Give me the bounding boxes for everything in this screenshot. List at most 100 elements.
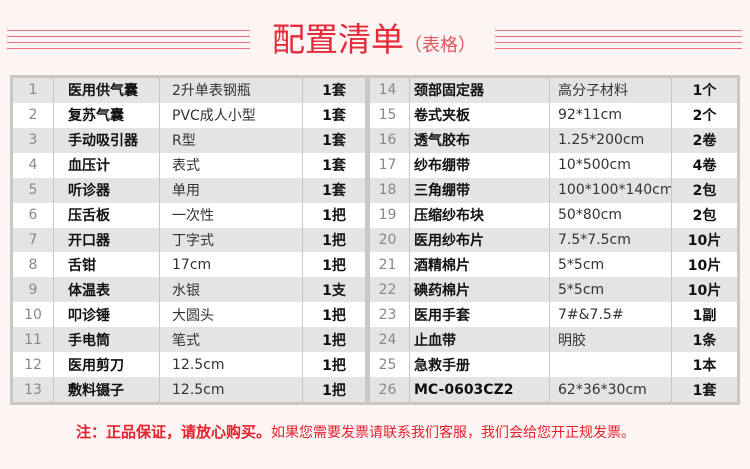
item-number: 16 <box>370 127 410 153</box>
item-name: 医用纱布片 <box>410 227 550 253</box>
item-spec: 大圆头 <box>160 302 303 328</box>
item-qty: 2卷 <box>692 133 717 150</box>
item-spec: 单用 <box>160 177 303 203</box>
item-qty: 1把 <box>322 307 346 324</box>
item-number: 4 <box>13 152 54 178</box>
item-number: 1 <box>13 78 54 103</box>
table-row: 4 血压计 表式 1套 <box>13 152 365 178</box>
table-right-half: 14 颈部固定器 高分子材料 1个 15 卷式夹板 92*11cm 2个 16 透气胶布 1.25*… <box>370 78 737 402</box>
table-row: 26 MC-0603CZ2 62*36*30cm 1套 <box>370 377 737 402</box>
item-spec: 12.5cm <box>160 377 303 402</box>
item-qty: 1套 <box>322 108 346 125</box>
table-row: 20 医用纱布片 7.5*7.5cm 10片 <box>370 227 737 253</box>
item-number: 13 <box>13 377 54 402</box>
item-name: 颈部固定器 <box>410 78 550 103</box>
item-number: 11 <box>13 327 54 353</box>
item-spec: 12.5cm <box>160 352 303 378</box>
item-number: 21 <box>370 252 410 278</box>
table-row: 6 压舌板 一次性 1把 <box>13 202 365 228</box>
item-qty: 10片 <box>687 232 722 249</box>
item-name: 医用剪刀 <box>54 352 160 378</box>
item-spec: 62*36*30cm <box>550 377 672 402</box>
item-spec: 5*5cm <box>550 252 672 278</box>
item-spec: 10*500cm <box>550 152 672 178</box>
item-qty: 4卷 <box>692 158 717 175</box>
item-qty: 2个 <box>692 108 717 125</box>
table-row: 15 卷式夹板 92*11cm 2个 <box>370 102 737 128</box>
item-spec: 笔式 <box>160 327 303 353</box>
table-row: 23 医用手套 7#&7.5# 1副 <box>370 302 737 328</box>
table-row: 2 复苏气囊 PVC成人小型 1套 <box>13 102 365 128</box>
item-name: 手动吸引器 <box>54 127 160 153</box>
item-spec: 2升单表钢瓶 <box>160 78 303 103</box>
item-name: 压缩纱布块 <box>410 202 550 228</box>
table-row: 18 三角绷带 100*100*140cm 2包 <box>370 177 737 203</box>
item-name: 复苏气囊 <box>54 102 160 128</box>
table-row: 17 纱布绷带 10*500cm 4卷 <box>370 152 737 178</box>
table-left-half: 1 医用供气囊 2升单表钢瓶 1套 2 复苏气囊 PVC成人小型 1套 3 手动吸引器 R型 1套 4 血… <box>13 78 365 402</box>
item-qty: 1把 <box>322 208 346 225</box>
item-spec: 水银 <box>160 277 303 303</box>
item-name: 体温表 <box>54 277 160 303</box>
table-row: 10 叩诊锤 大圆头 1把 <box>13 302 365 328</box>
item-name: 血压计 <box>54 152 160 178</box>
note: 注：正品保证，请放心购买。如果您需要发票请联系我们客服，我们会给您开正规发票。 <box>76 421 635 442</box>
item-qty: 1个 <box>692 83 717 100</box>
table-row: 24 止血带 明胶 1条 <box>370 327 737 353</box>
item-qty: 2包 <box>692 208 717 225</box>
item-qty: 1套 <box>322 133 346 150</box>
item-qty: 1把 <box>322 382 346 399</box>
item-spec: 5*5cm <box>550 277 672 303</box>
item-name: 碘药棉片 <box>410 277 550 303</box>
item-name: 叩诊锤 <box>54 302 160 328</box>
item-qty: 1条 <box>692 332 717 349</box>
item-number: 3 <box>13 127 54 153</box>
item-qty: 1本 <box>692 357 717 374</box>
item-qty: 1把 <box>322 357 346 374</box>
item-number: 22 <box>370 277 410 303</box>
table-row: 13 敷料镊子 12.5cm 1把 <box>13 377 365 402</box>
item-qty: 1把 <box>322 257 346 274</box>
item-qty: 1副 <box>692 307 717 324</box>
item-number: 2 <box>13 102 54 128</box>
item-spec: 表式 <box>160 152 303 178</box>
item-number: 9 <box>13 277 54 303</box>
item-spec: PVC成人小型 <box>160 102 303 128</box>
item-qty: 1支 <box>322 282 346 299</box>
item-number: 14 <box>370 78 410 103</box>
item-spec: 丁字式 <box>160 227 303 253</box>
item-number: 20 <box>370 227 410 253</box>
item-qty: 2包 <box>692 183 717 200</box>
table-row: 5 听诊器 单用 1套 <box>13 177 365 203</box>
item-number: 19 <box>370 202 410 228</box>
table-row: 12 医用剪刀 12.5cm 1把 <box>13 352 365 378</box>
item-name: 听诊器 <box>54 177 160 203</box>
item-number: 7 <box>13 227 54 253</box>
table-row: 3 手动吸引器 R型 1套 <box>13 127 365 153</box>
page-title: 配置清单（表格） <box>272 20 476 66</box>
item-name: 卷式夹板 <box>410 102 550 128</box>
item-name: 止血带 <box>410 327 550 353</box>
item-number: 12 <box>13 352 54 378</box>
item-name: 敷料镊子 <box>54 377 160 402</box>
item-number: 15 <box>370 102 410 128</box>
item-qty: 10片 <box>687 282 722 299</box>
table-row: 19 压缩纱布块 50*80cm 2包 <box>370 202 737 228</box>
item-spec: 一次性 <box>160 202 303 228</box>
table-row: 16 透气胶布 1.25*200cm 2卷 <box>370 127 737 153</box>
item-name: MC-0603CZ2 <box>410 377 550 402</box>
item-spec: 100*100*140cm <box>550 177 672 203</box>
note-text: 如果您需要发票请联系我们客服，我们会给您开正规发票。 <box>271 425 636 441</box>
item-qty: 1把 <box>322 232 346 249</box>
item-name: 手电筒 <box>54 327 160 353</box>
item-spec: 50*80cm <box>550 202 672 228</box>
item-number: 10 <box>13 302 54 328</box>
title-main: 配置清单 <box>272 20 404 59</box>
table-row: 9 体温表 水银 1支 <box>13 277 365 303</box>
item-number: 24 <box>370 327 410 353</box>
item-name: 急救手册 <box>410 352 550 378</box>
table-row: 22 碘药棉片 5*5cm 10片 <box>370 277 737 303</box>
item-name: 透气胶布 <box>410 127 550 153</box>
item-number: 6 <box>13 202 54 228</box>
item-qty: 1套 <box>322 158 346 175</box>
